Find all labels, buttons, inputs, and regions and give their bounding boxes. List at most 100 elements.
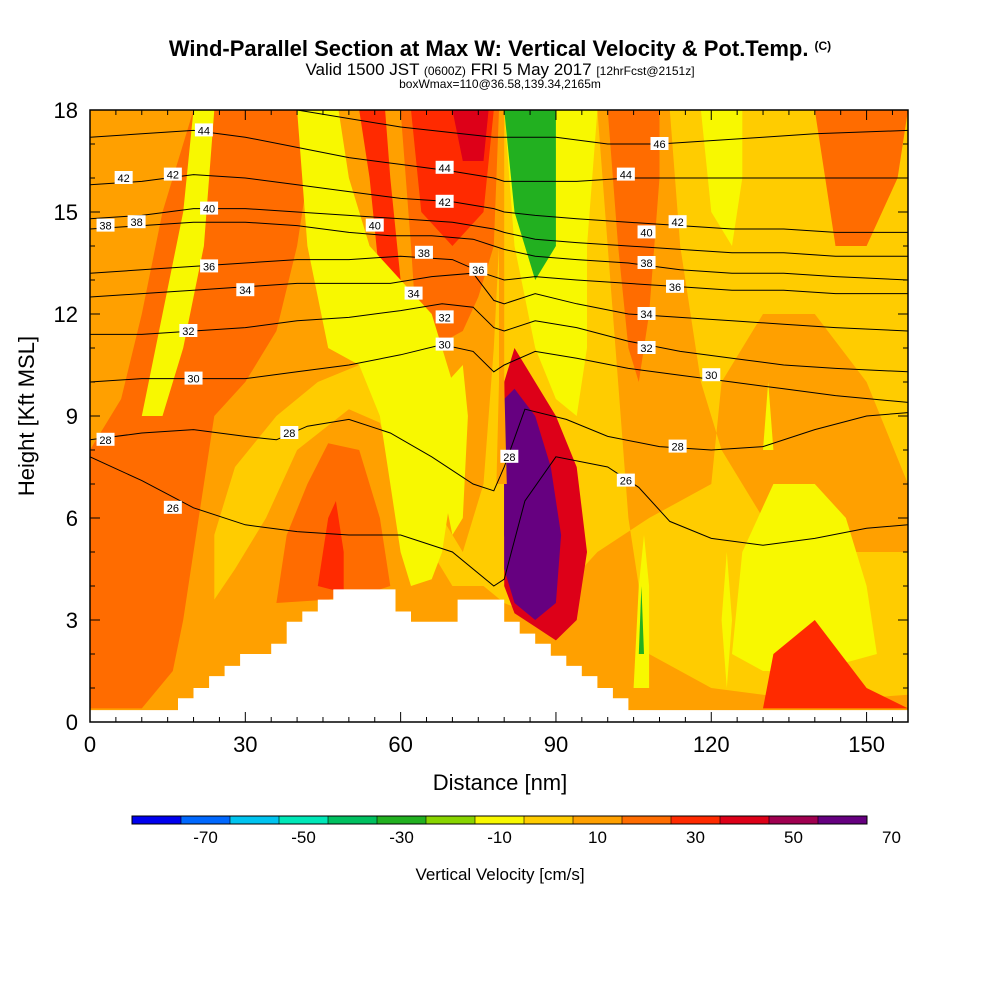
- box-wmax-info: boxWmax=110@36.58,139.34,2165m: [399, 77, 601, 91]
- w-region-18: [504, 110, 556, 280]
- colorbar-swatch-5: [377, 816, 427, 824]
- isentrope-label-extra-13: 38: [640, 258, 652, 270]
- colorbar-swatch-13: [769, 816, 819, 824]
- w-region-10: [431, 365, 468, 535]
- isentrope-label-extra-18: 42: [118, 173, 130, 185]
- colorbar-tick--70: -70: [193, 828, 218, 847]
- isentrope-label-extra-2: 28: [671, 442, 683, 454]
- isentrope-label-extra-6-bg: [435, 310, 454, 324]
- w-region-28: [511, 467, 525, 566]
- isentrope-label-extra-14-bg: [365, 218, 384, 232]
- colorbar-swatch-2: [230, 816, 280, 824]
- w-region-8: [214, 110, 908, 702]
- x-tick-label-90: 90: [544, 732, 568, 757]
- isentrope-28: [90, 408, 908, 492]
- title-main: Wind-Parallel Section at Max W: Vertical…: [168, 36, 809, 61]
- valid-time-text: Valid 1500 JST: [305, 60, 424, 79]
- x-tick-label-150: 150: [848, 732, 885, 757]
- w-region-3: [317, 501, 344, 593]
- x-axis-label: Distance [nm]: [433, 770, 568, 795]
- isentrope-label-extra-15-bg: [637, 225, 656, 239]
- isentrope-36: [90, 255, 908, 295]
- isentrope-label-extra-9-bg: [637, 307, 656, 320]
- isentrope-label-extra-20-bg: [616, 167, 635, 181]
- colorbar-swatch-8: [524, 816, 574, 824]
- y-tick-label-3: 3: [66, 608, 78, 633]
- colorbar-tick-70: 70: [882, 828, 901, 847]
- colorbar-frame: [131, 815, 868, 825]
- colorbar-swatch-9: [573, 816, 623, 824]
- colorbar-tick-30: 30: [686, 828, 705, 847]
- isentrope-label-46: 46: [653, 139, 665, 151]
- isentrope-label-40: 40: [203, 204, 215, 216]
- isentrope-40: [90, 208, 908, 257]
- isentrope-label-extra-2-bg: [668, 439, 687, 453]
- x-tick-label-30: 30: [233, 732, 257, 757]
- colorbar-tick-10: 10: [588, 828, 607, 847]
- isentrope-label-38-bg: [127, 215, 146, 229]
- isentrope-label-28: 28: [99, 435, 111, 447]
- isentrope-label-32-bg: [179, 324, 198, 337]
- isentrope-label-extra-3: 26: [620, 476, 632, 488]
- isentrope-label-42: 42: [167, 170, 179, 182]
- isentrope-44: [90, 129, 908, 182]
- w-region-17: [141, 110, 215, 416]
- valid-date-text: FRI 5 May 2017: [465, 60, 597, 79]
- isentrope-label-extra-12-bg: [414, 245, 433, 259]
- y-tick-label-15: 15: [54, 200, 78, 225]
- isentrope-label-34-bg: [236, 283, 255, 297]
- w-region-23: [763, 620, 908, 709]
- isentrope-label-extra-19-bg: [435, 160, 454, 174]
- isentrope-label-26-bg: [163, 500, 182, 514]
- y-tick-label-9: 9: [66, 404, 78, 429]
- colorbar-tick--30: -30: [389, 828, 414, 847]
- x-tick-label-0: 0: [84, 732, 96, 757]
- w-region-9: [297, 110, 453, 586]
- colorbar-swatch-1: [181, 816, 231, 824]
- isentrope-label-38: 38: [130, 217, 142, 229]
- colorbar-swatch-3: [279, 816, 329, 824]
- isentrope-label-extra-16: 42: [439, 197, 451, 209]
- w-region-29: [496, 110, 507, 484]
- isentrope-label-extra-10: 36: [472, 265, 484, 277]
- isentrope-label-extra-17: 42: [671, 217, 683, 229]
- isentrope-label-extra-5-bg: [702, 368, 721, 382]
- isentrope-30: [90, 344, 908, 403]
- contour-labels: 26 28 30 32 34 36 38 40 42 44 46 28 28 28 26 30 30 32 32 34…: [96, 123, 721, 515]
- isentrope-38: [90, 221, 908, 281]
- w-region-14: [763, 382, 774, 450]
- isentrope-label-extra-4: 30: [439, 340, 451, 352]
- terrain-mask: [90, 589, 908, 722]
- colorbar-swatch-14: [818, 816, 868, 824]
- isentrope-label-extra-7-bg: [637, 341, 656, 354]
- colorbar-swatch-12: [720, 816, 770, 824]
- w-region-19: [638, 586, 644, 654]
- isentrope-label-extra-5: 30: [705, 370, 717, 382]
- isentrope-label-40-bg: [200, 201, 219, 215]
- w-region-22: [90, 586, 122, 709]
- y-tick-label-18: 18: [54, 98, 78, 123]
- isentrope-label-extra-19: 44: [439, 163, 451, 175]
- isentrope-label-46-bg: [650, 137, 669, 150]
- terrain-polygon: [90, 589, 908, 722]
- isentrope-32: [90, 303, 908, 373]
- isentrope-label-extra-13-bg: [637, 256, 656, 269]
- isentrope-label-extra-7: 32: [640, 343, 652, 355]
- isentrope-label-36-bg: [200, 259, 219, 273]
- colorbar-swatch-6: [426, 816, 476, 824]
- isentrope-label-extra-17-bg: [668, 215, 687, 229]
- colorbar-swatch-10: [622, 816, 672, 824]
- x-tick-label-60: 60: [388, 732, 412, 757]
- x-tick-label-120: 120: [693, 732, 730, 757]
- isentrope-label-26: 26: [167, 503, 179, 515]
- isentrope-42: [90, 174, 908, 233]
- colorbar-swatch-4: [328, 816, 378, 824]
- isentrope-label-30-bg: [184, 371, 203, 385]
- isentrope-label-extra-14: 40: [369, 221, 381, 233]
- y-tick-label-0: 0: [66, 710, 78, 735]
- w-region-13: [721, 552, 732, 688]
- isentrope-label-extra-11: 36: [669, 282, 681, 294]
- isentrope-label-extra-10-bg: [469, 262, 488, 276]
